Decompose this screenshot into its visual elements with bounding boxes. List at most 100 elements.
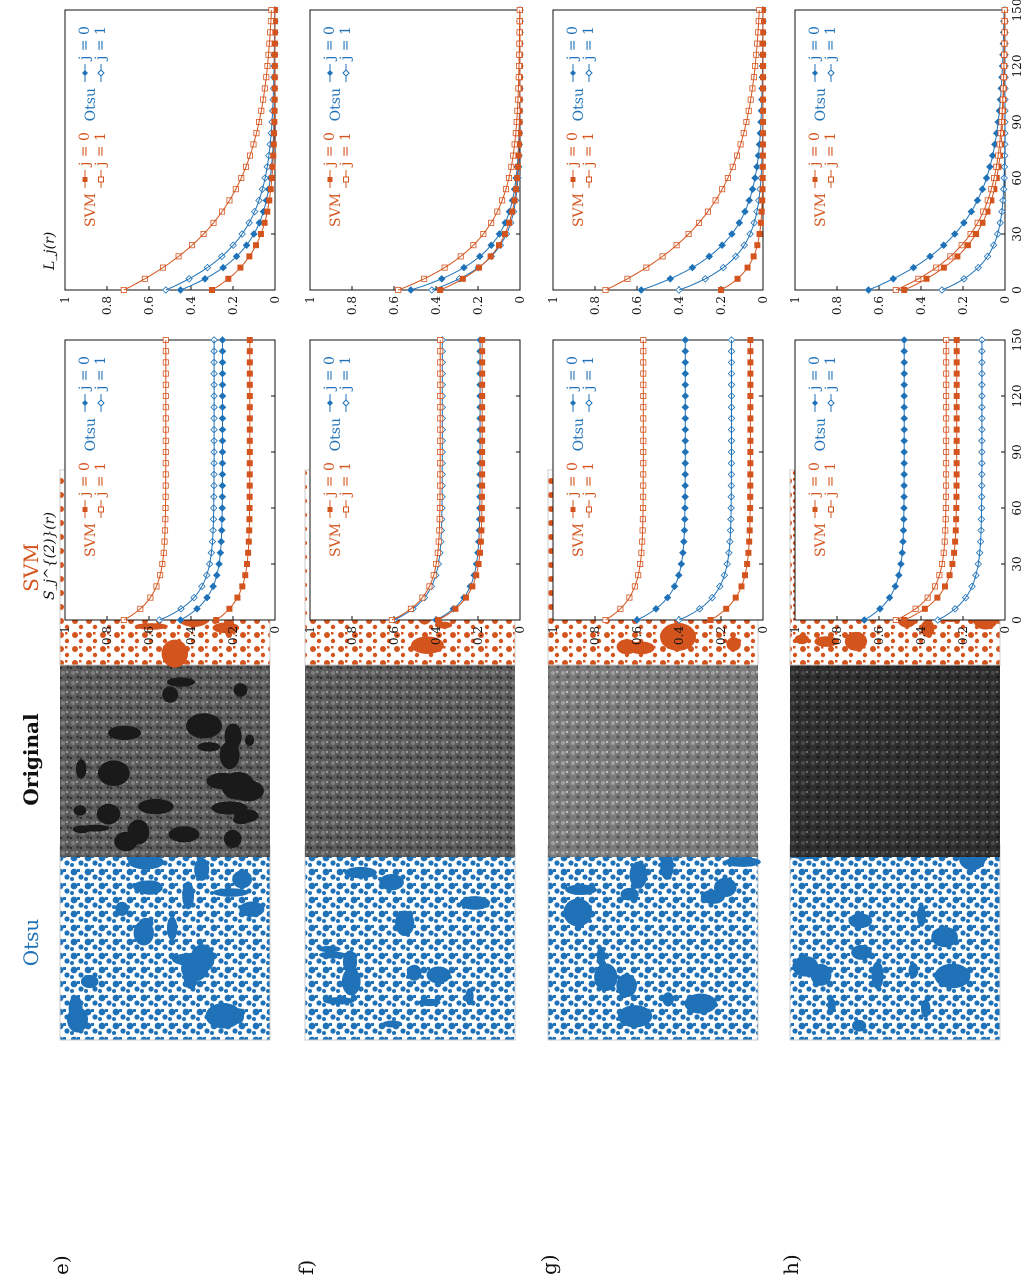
series-line [159, 340, 215, 621]
y-tick-label: 0.6 [142, 296, 156, 315]
segment-blob [75, 759, 87, 779]
segment-blob [594, 963, 618, 992]
x-tick-label: 150 [1010, 0, 1024, 21]
legend-j0: j = 0 [77, 462, 93, 498]
segment-blob [223, 829, 242, 848]
y-tick-label: 0.4 [184, 296, 198, 315]
segment-blob [342, 950, 358, 974]
legend-marker [342, 69, 350, 77]
legend-title-svm: SVM [328, 523, 344, 557]
legend-title-otsu: Otsu [328, 418, 344, 451]
plot-frame [64, 9, 276, 291]
legend-j1: j = 1 [823, 26, 839, 62]
y-tick-label: 0 [998, 296, 1012, 304]
segment-blob [563, 898, 593, 927]
segment-blob [382, 1020, 403, 1028]
y-tick-label: 0.8 [588, 296, 602, 315]
legend-j1: j = 1 [581, 462, 597, 498]
legend-marker [827, 399, 835, 407]
legend-marker [828, 176, 834, 183]
y-tick-label: 0.4 [429, 626, 443, 645]
plot-frame [552, 339, 764, 621]
segment-blob [239, 901, 265, 917]
legend-marker [585, 69, 593, 77]
row-label: h) [779, 1254, 803, 1275]
legend-j0: j = 0 [565, 356, 581, 392]
series-line [398, 10, 521, 291]
series-svm-j-1 [120, 7, 275, 293]
legend-j1: j = 1 [338, 462, 354, 498]
segment-blob [851, 1019, 867, 1032]
legend-j0: j = 0 [807, 26, 823, 62]
y-tick-label: 1 [303, 296, 317, 304]
original-image-g) [548, 662, 758, 857]
segment-blob [395, 910, 415, 937]
y-tick-label: 0 [513, 626, 527, 634]
series-line [605, 340, 644, 621]
segment-blob [465, 988, 474, 1006]
x-tick-label: 60 [1010, 500, 1024, 515]
x-tick-label: 0 [1010, 286, 1024, 294]
segment-blob [684, 993, 717, 1014]
series-line [123, 9, 272, 291]
y-tick-label: 0.8 [830, 626, 844, 645]
legend-marker [342, 399, 350, 407]
segment-blob [219, 741, 240, 770]
original-texture [790, 662, 1000, 857]
segment-blob [920, 620, 935, 638]
segment-blob [660, 622, 697, 651]
series-svm-j-1 [120, 336, 169, 624]
y-tick-label: 0.2 [471, 296, 485, 315]
segment-blob [410, 636, 444, 654]
series-otsu-j-0 [633, 336, 690, 624]
legend-j1: j = 1 [338, 356, 354, 392]
segment-blob [138, 917, 154, 929]
series-svm-j-0 [718, 7, 766, 293]
y-tick-label: 0.2 [226, 626, 240, 645]
legend-j1: j = 1 [581, 26, 597, 62]
legend-j0: j = 0 [565, 132, 581, 168]
segment-blob [700, 889, 725, 904]
otsu-image-h) [789, 844, 1001, 1041]
series-otsu-j-1 [934, 336, 986, 624]
y-tick-label: 0 [998, 626, 1012, 634]
segment-blob [814, 636, 839, 647]
legend-marker [570, 177, 576, 182]
series-svm-j-0 [213, 336, 253, 624]
segment-blob [137, 880, 163, 895]
legend-marker [343, 506, 349, 513]
otsu-texture [548, 845, 758, 1040]
series-svm-j-0 [901, 336, 960, 624]
plot-frame [309, 9, 521, 291]
segment-blob [232, 815, 250, 825]
otsu-texture [790, 845, 1000, 1040]
otsu-texture [305, 845, 515, 1040]
segment-blob [616, 639, 637, 655]
y-tick-label: 0.2 [956, 626, 970, 645]
segment-blob [341, 967, 361, 996]
series-otsu-j-1 [155, 336, 218, 624]
segment-blob [212, 622, 240, 634]
y-tick-label: 0.2 [714, 626, 728, 645]
legend-marker [812, 177, 818, 182]
legend-marker [327, 177, 333, 182]
otsu-image-e) [59, 844, 271, 1041]
y-tick-label: 0 [513, 296, 527, 304]
segment-blob [114, 831, 138, 852]
legend-title-svm: SVM [83, 193, 99, 227]
series-svm-j-1 [892, 7, 1008, 293]
segment-blob [459, 896, 491, 910]
y-tick-label: 0.4 [184, 626, 198, 645]
segment-blob [97, 760, 130, 787]
segment-blob [851, 944, 872, 960]
series-svm-j-1 [388, 336, 444, 624]
legend-j1: j = 1 [823, 132, 839, 168]
legend-marker [327, 400, 333, 406]
